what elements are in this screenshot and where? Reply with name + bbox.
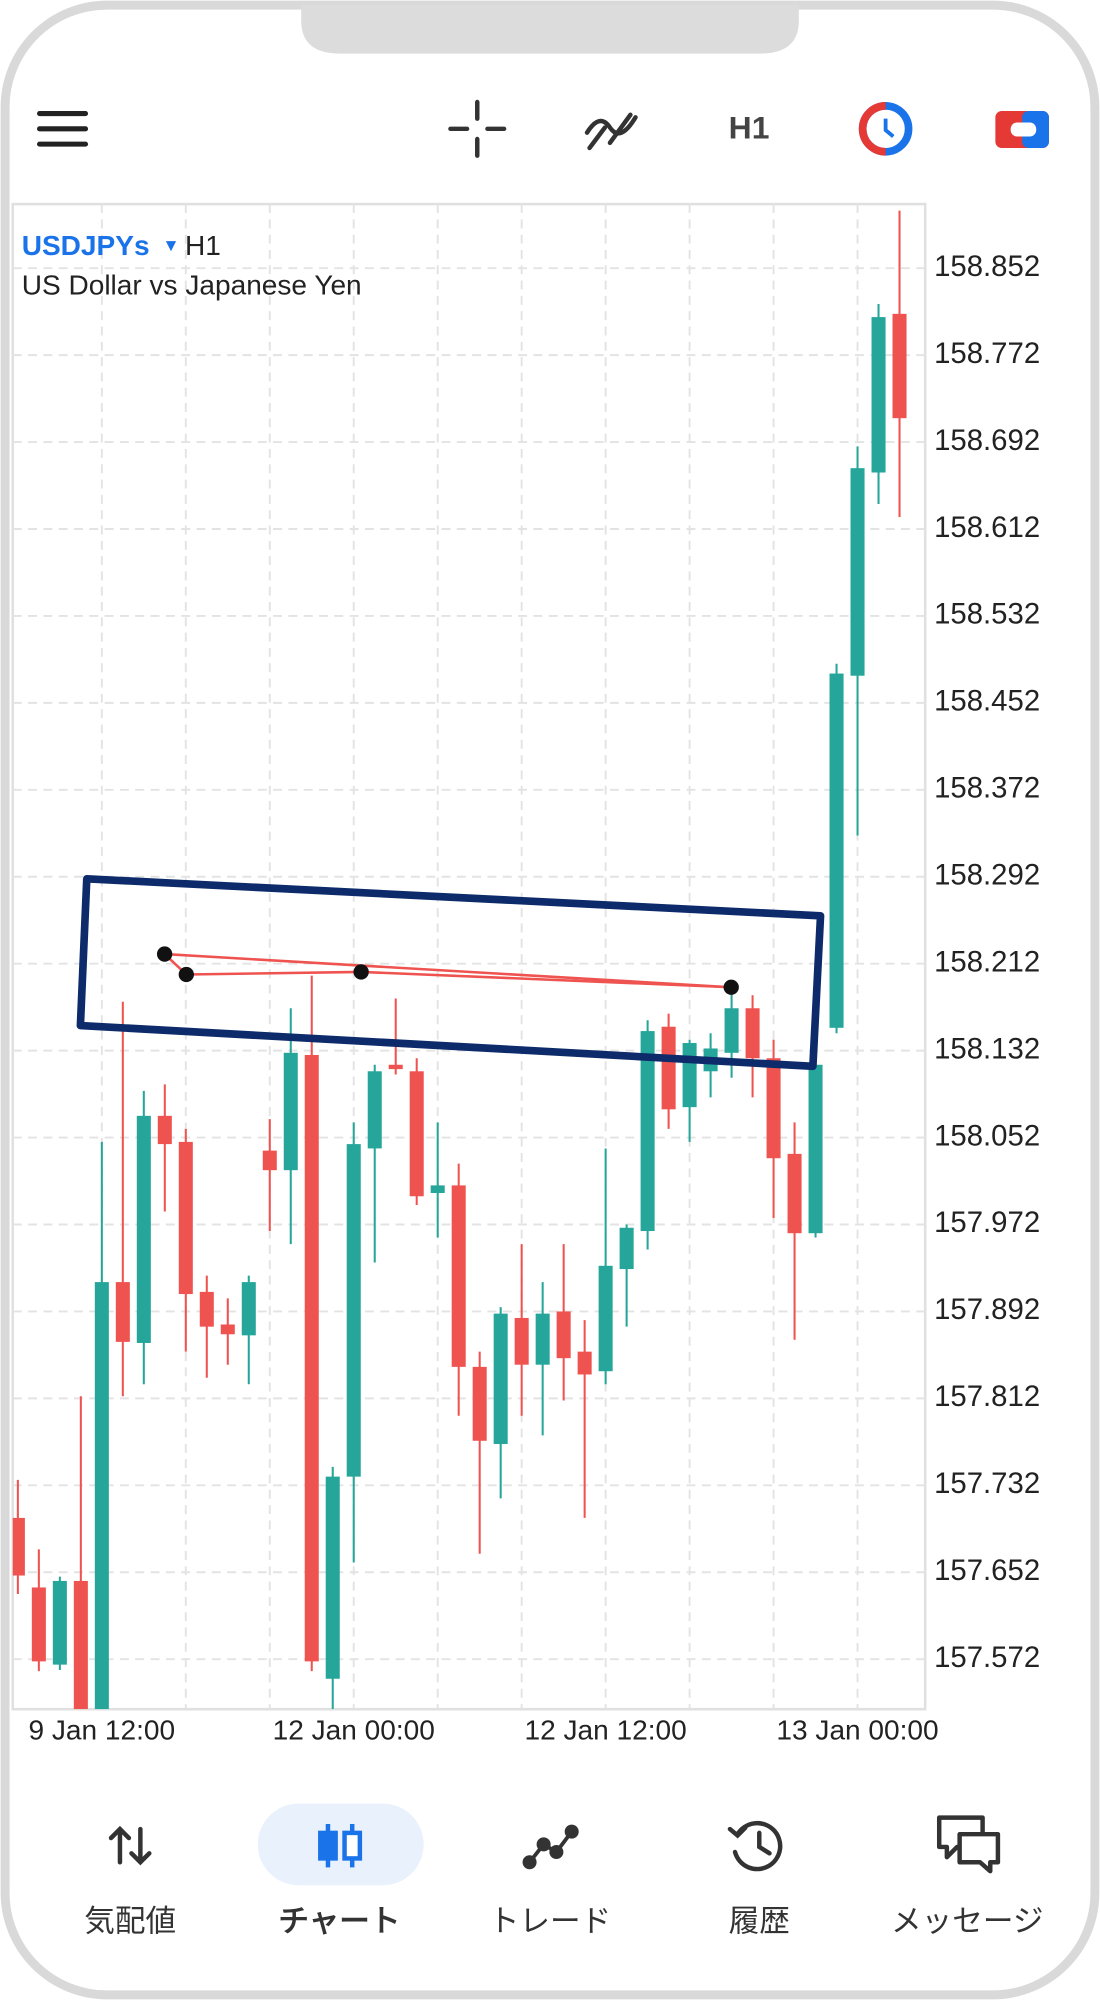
nav-label[interactable]: 気配値 bbox=[84, 1905, 176, 1939]
nav-label[interactable]: チャート bbox=[278, 1905, 400, 1939]
candle-body bbox=[682, 1043, 697, 1108]
candle-body bbox=[178, 1141, 193, 1295]
candle-body bbox=[199, 1291, 214, 1327]
candle-body bbox=[514, 1317, 529, 1365]
menu-button[interactable] bbox=[37, 110, 89, 147]
y-tick-label: 158.532 bbox=[934, 598, 1040, 631]
candle-body bbox=[535, 1313, 550, 1365]
y-tick-label: 158.292 bbox=[934, 859, 1040, 892]
y-tick-label: 158.612 bbox=[934, 511, 1040, 544]
y-tick-label: 157.972 bbox=[934, 1206, 1040, 1239]
candle-body bbox=[388, 1064, 403, 1070]
y-tick-label: 157.572 bbox=[934, 1641, 1040, 1674]
candle-body bbox=[241, 1282, 256, 1336]
candle-body bbox=[451, 1185, 466, 1367]
candle-body bbox=[493, 1313, 508, 1445]
y-tick-label: 158.132 bbox=[934, 1032, 1040, 1065]
chart-timeframe: H1 bbox=[185, 230, 221, 261]
y-tick-label: 158.452 bbox=[934, 685, 1040, 718]
nav-label[interactable]: メッセージ bbox=[891, 1905, 1043, 1939]
candle-body bbox=[598, 1265, 613, 1372]
candle-body bbox=[430, 1185, 445, 1193]
y-tick-label: 158.772 bbox=[934, 337, 1040, 370]
candle-body bbox=[367, 1071, 382, 1149]
candle-body bbox=[157, 1115, 172, 1145]
candle-body bbox=[409, 1071, 424, 1197]
symbol-dropdown[interactable] bbox=[165, 241, 177, 252]
candle-body bbox=[283, 1052, 298, 1171]
nav-trade-icon[interactable] bbox=[522, 1824, 579, 1870]
candle-body bbox=[346, 1144, 361, 1477]
candles bbox=[12, 210, 907, 1710]
candle-body bbox=[556, 1311, 571, 1359]
plot-area bbox=[11, 202, 927, 1711]
nav-messages-icon[interactable] bbox=[936, 1815, 1001, 1874]
grid bbox=[12, 204, 926, 1710]
candle-body bbox=[136, 1115, 151, 1343]
y-tick-label: 158.212 bbox=[934, 945, 1040, 978]
trade-toggle-button[interactable] bbox=[995, 110, 1049, 148]
candle-body bbox=[325, 1476, 340, 1679]
timeframe-button[interactable]: H1 bbox=[729, 110, 770, 146]
candle-body bbox=[661, 1026, 676, 1110]
candle-body bbox=[787, 1153, 802, 1234]
candle-body bbox=[766, 1058, 781, 1159]
candle-body bbox=[892, 313, 907, 419]
nav-quotes-icon[interactable] bbox=[108, 1825, 152, 1866]
y-tick-label: 158.372 bbox=[934, 772, 1040, 805]
indicators-button[interactable] bbox=[584, 112, 638, 151]
y-tick-label: 158.052 bbox=[934, 1119, 1040, 1152]
y-tick-label: 158.692 bbox=[934, 424, 1040, 457]
crosshair-button[interactable] bbox=[448, 99, 507, 158]
y-tick-label: 157.812 bbox=[934, 1380, 1040, 1413]
candle-body bbox=[115, 1282, 130, 1342]
candle-body bbox=[12, 1517, 25, 1576]
y-tick-label: 158.852 bbox=[934, 250, 1040, 283]
nav-history-icon[interactable] bbox=[727, 1820, 783, 1872]
chart-title: US Dollar vs Japanese Yen bbox=[22, 269, 362, 300]
x-tick-label: 12 Jan 00:00 bbox=[273, 1715, 435, 1746]
candle-body bbox=[73, 1580, 88, 1710]
drawing-object[interactable] bbox=[156, 946, 739, 995]
candle-body bbox=[619, 1227, 634, 1270]
labels: 158.852 158.772 158.692 158.612 158.532 158.4… bbox=[29, 250, 1041, 1746]
candle-body bbox=[577, 1351, 592, 1375]
bottom-nav: 気配値 チャート トレード 履歴 メッセージ bbox=[84, 1905, 1043, 1939]
candle-body bbox=[220, 1324, 235, 1335]
candle-body bbox=[808, 1064, 823, 1234]
one-click-button[interactable] bbox=[858, 102, 913, 156]
symbol[interactable]: USDJPYs bbox=[22, 230, 150, 261]
nav-chart-icon[interactable] bbox=[318, 1823, 363, 1868]
x-tick-label: 13 Jan 00:00 bbox=[776, 1715, 938, 1746]
candle-body bbox=[640, 1031, 655, 1232]
candle-body bbox=[52, 1580, 67, 1665]
x-tick-label: 9 Jan 12:00 bbox=[29, 1715, 176, 1746]
candle-body bbox=[304, 1054, 319, 1662]
candle-body bbox=[745, 1008, 760, 1059]
y-tick-label: 157.892 bbox=[934, 1293, 1040, 1326]
notch bbox=[301, 5, 799, 54]
candle-body bbox=[262, 1150, 277, 1171]
nav-active-pill bbox=[257, 1803, 424, 1886]
nav-label[interactable]: 履歴 bbox=[729, 1905, 790, 1939]
candle-body bbox=[472, 1366, 487, 1441]
x-tick-label: 12 Jan 12:00 bbox=[525, 1715, 687, 1746]
candle-body bbox=[871, 317, 886, 473]
highlight-box bbox=[76, 874, 825, 1071]
candle-body bbox=[724, 1008, 739, 1053]
candle-body bbox=[94, 1282, 109, 1710]
candle-body bbox=[829, 673, 844, 1028]
candle-body bbox=[850, 468, 865, 676]
y-tick-label: 157.652 bbox=[934, 1554, 1040, 1587]
y-tick-label: 157.732 bbox=[934, 1467, 1040, 1500]
candle-body bbox=[31, 1587, 46, 1662]
nav-label[interactable]: トレード bbox=[489, 1905, 611, 1939]
